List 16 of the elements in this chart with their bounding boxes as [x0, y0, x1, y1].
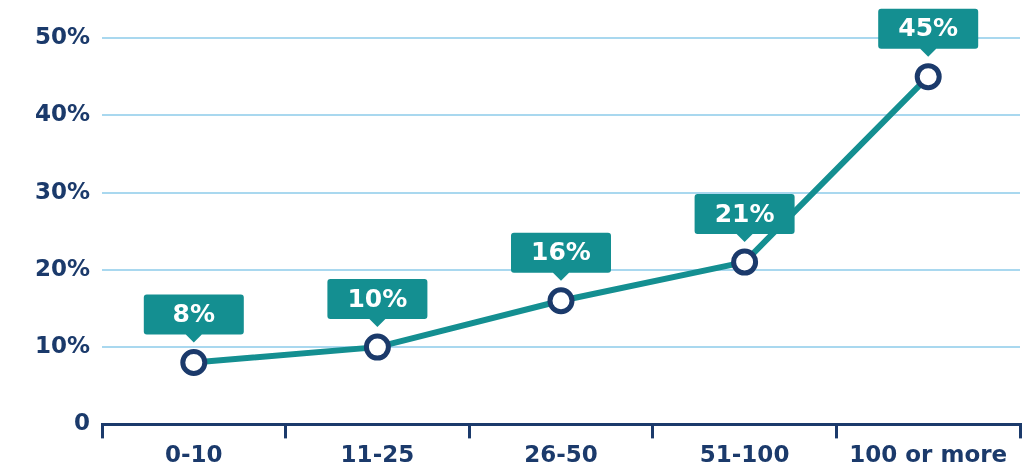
- x-tick-label: 51-100: [699, 441, 790, 468]
- data-label: 45%: [898, 13, 959, 43]
- data-label: 21%: [714, 198, 775, 228]
- x-tick-label: 0-10: [165, 441, 223, 468]
- x-tick-label: 11-25: [340, 441, 415, 468]
- data-label: 10%: [347, 283, 408, 313]
- x-tick-label: 26-50: [524, 441, 598, 468]
- x-tick-label: 100 or more: [849, 441, 1008, 468]
- y-tick-label: 40%: [34, 100, 90, 127]
- y-tick-label: 0: [73, 409, 90, 436]
- y-tick-label: 50%: [34, 22, 90, 49]
- data-label: 8%: [172, 299, 216, 329]
- y-tick-label: 20%: [34, 254, 90, 281]
- data-label: 16%: [531, 237, 591, 267]
- y-tick-label: 30%: [34, 177, 90, 204]
- y-tick-label: 10%: [34, 332, 90, 359]
